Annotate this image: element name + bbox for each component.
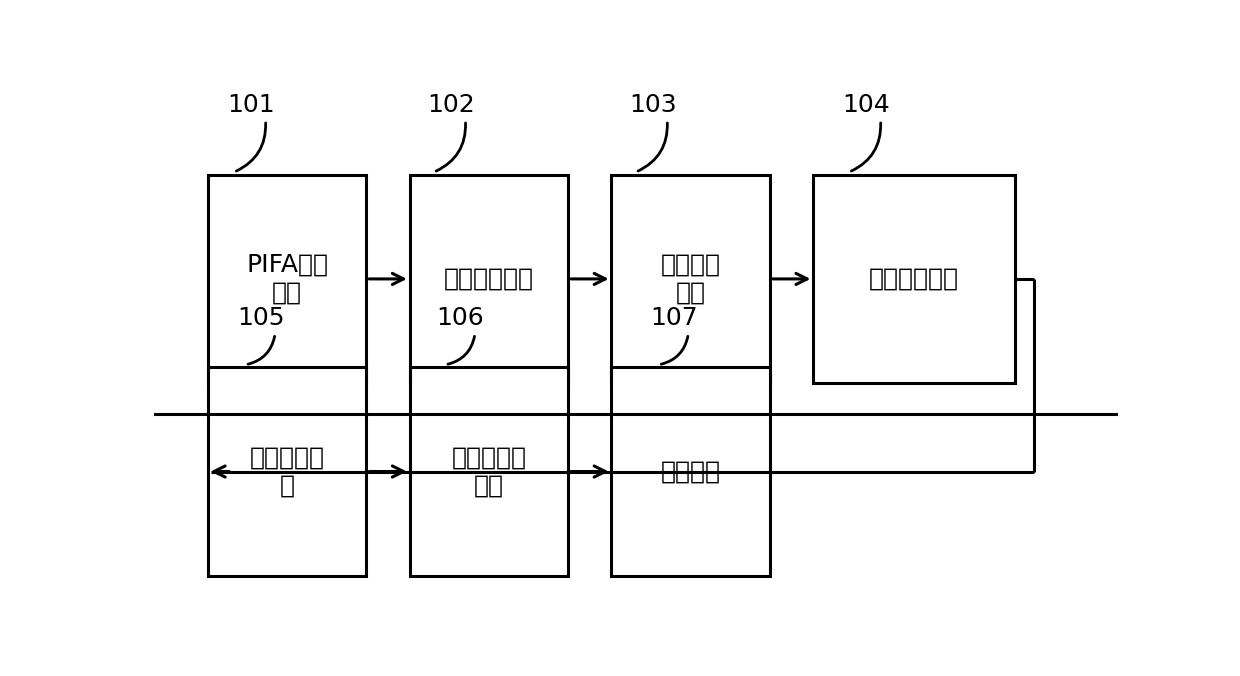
Bar [409, 175, 568, 383]
Bar [208, 175, 367, 383]
Bar [611, 175, 770, 383]
Bar [813, 175, 1016, 383]
Text: 104: 104 [842, 93, 890, 116]
Text: 105: 105 [237, 306, 284, 330]
Text: 107: 107 [650, 306, 698, 330]
Text: PIFA天线
电路: PIFA天线 电路 [246, 253, 329, 305]
Text: 混频电路: 混频电路 [661, 460, 720, 483]
Text: 第一滤波电路: 第一滤波电路 [444, 267, 534, 291]
Text: 102: 102 [427, 93, 475, 116]
Text: 低噪声放大
电路: 低噪声放大 电路 [451, 445, 527, 498]
Text: 106: 106 [436, 306, 485, 330]
Text: 第二滤波电路: 第二滤波电路 [869, 267, 960, 291]
Bar [611, 368, 770, 576]
Text: 101: 101 [227, 93, 275, 116]
Text: 103: 103 [629, 93, 677, 116]
Text: 天线开关
电路: 天线开关 电路 [661, 253, 720, 305]
Bar [409, 368, 568, 576]
Text: 差分匹配电
路: 差分匹配电 路 [249, 445, 325, 498]
Bar [208, 368, 367, 576]
